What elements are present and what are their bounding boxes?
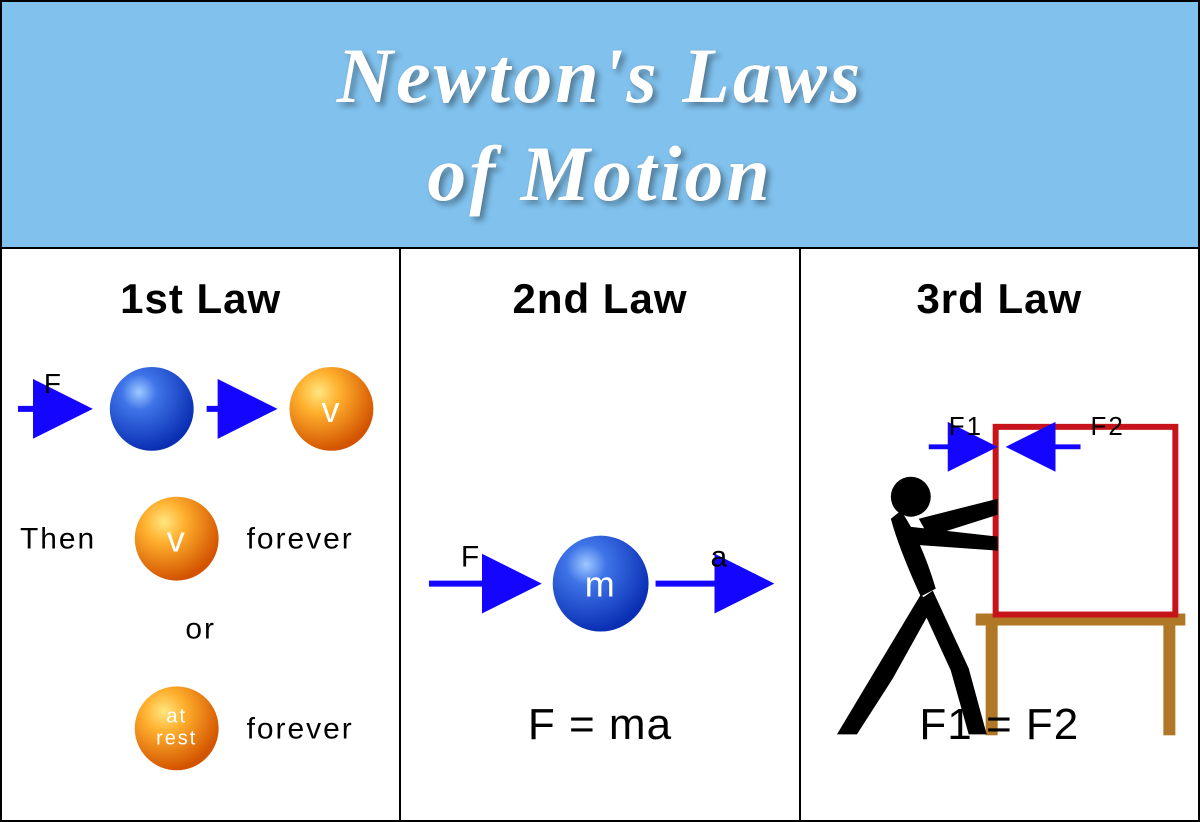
label-rest: rest: [156, 727, 197, 749]
equation-3: F1 = F2: [801, 700, 1198, 750]
label-f1: F1: [948, 413, 982, 441]
label-m: m: [585, 564, 617, 605]
label-v-1: v: [321, 389, 341, 430]
label-then: Then: [20, 523, 96, 556]
label-F-2: F: [461, 541, 481, 574]
title-band: Newton's Laws of Motion: [2, 2, 1198, 247]
label-forever-1: forever: [247, 523, 354, 556]
panel-1st-law: 1st Law: [2, 249, 401, 820]
title-line-2: of Motion: [427, 130, 773, 217]
title-line-1: Newton's Laws: [337, 32, 864, 119]
page-title: Newton's Laws of Motion: [337, 27, 864, 222]
label-v-2: v: [167, 519, 187, 560]
panels-row: 1st Law: [2, 247, 1198, 820]
label-at: at: [166, 705, 187, 727]
label-f2: F2: [1090, 413, 1124, 441]
label-or: or: [185, 612, 216, 645]
panel-1-title: 1st Law: [2, 275, 399, 323]
panel-1-svg: F v Then v forever or at rest forever: [2, 339, 399, 821]
panel-3rd-law: 3rd Law: [801, 249, 1198, 820]
panel-2-title: 2nd Law: [401, 275, 798, 323]
label-F-1: F: [44, 368, 63, 399]
box-icon: [995, 427, 1175, 615]
label-a: a: [711, 541, 730, 574]
sphere-blue-1: [110, 367, 194, 451]
stick-figure-icon: [837, 477, 998, 735]
panel-2nd-law: 2nd Law F m a: [401, 249, 800, 820]
label-forever-2: forever: [247, 712, 354, 745]
equation-2: F = ma: [401, 700, 798, 750]
panel-3-title: 3rd Law: [801, 275, 1198, 323]
